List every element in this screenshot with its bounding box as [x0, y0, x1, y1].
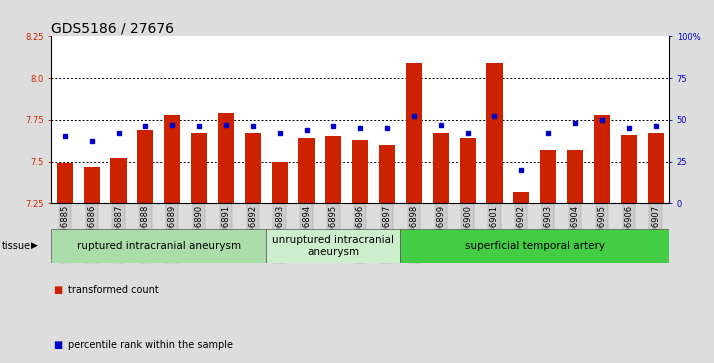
Bar: [594, 115, 610, 203]
Bar: [271, 162, 288, 203]
Bar: [57, 163, 73, 203]
Bar: [401, 229, 669, 263]
Text: transformed count: transformed count: [68, 285, 159, 295]
Bar: [266, 229, 401, 263]
Bar: [298, 138, 315, 203]
Bar: [379, 145, 395, 203]
Bar: [486, 63, 503, 203]
Bar: [648, 133, 663, 203]
Bar: [111, 158, 126, 203]
Text: unruptured intracranial
aneurysm: unruptured intracranial aneurysm: [272, 235, 394, 257]
Bar: [326, 136, 341, 203]
Bar: [84, 167, 100, 203]
Bar: [164, 115, 181, 203]
Text: ▶: ▶: [31, 241, 39, 250]
Text: ■: ■: [54, 285, 63, 295]
Bar: [620, 135, 637, 203]
Text: tissue: tissue: [2, 241, 31, 251]
Text: percentile rank within the sample: percentile rank within the sample: [68, 340, 233, 350]
Text: ■: ■: [54, 340, 63, 350]
Bar: [406, 63, 422, 203]
Bar: [460, 138, 476, 203]
Bar: [137, 130, 154, 203]
Bar: [540, 150, 556, 203]
Text: GDS5186 / 27676: GDS5186 / 27676: [51, 21, 174, 35]
Bar: [245, 133, 261, 203]
Text: ruptured intracranial aneurysm: ruptured intracranial aneurysm: [77, 241, 241, 251]
Bar: [191, 133, 207, 203]
Bar: [218, 113, 234, 203]
Text: superficial temporal artery: superficial temporal artery: [465, 241, 605, 251]
Bar: [567, 150, 583, 203]
Bar: [513, 192, 529, 203]
Bar: [352, 140, 368, 203]
Bar: [51, 229, 266, 263]
Bar: [433, 133, 449, 203]
